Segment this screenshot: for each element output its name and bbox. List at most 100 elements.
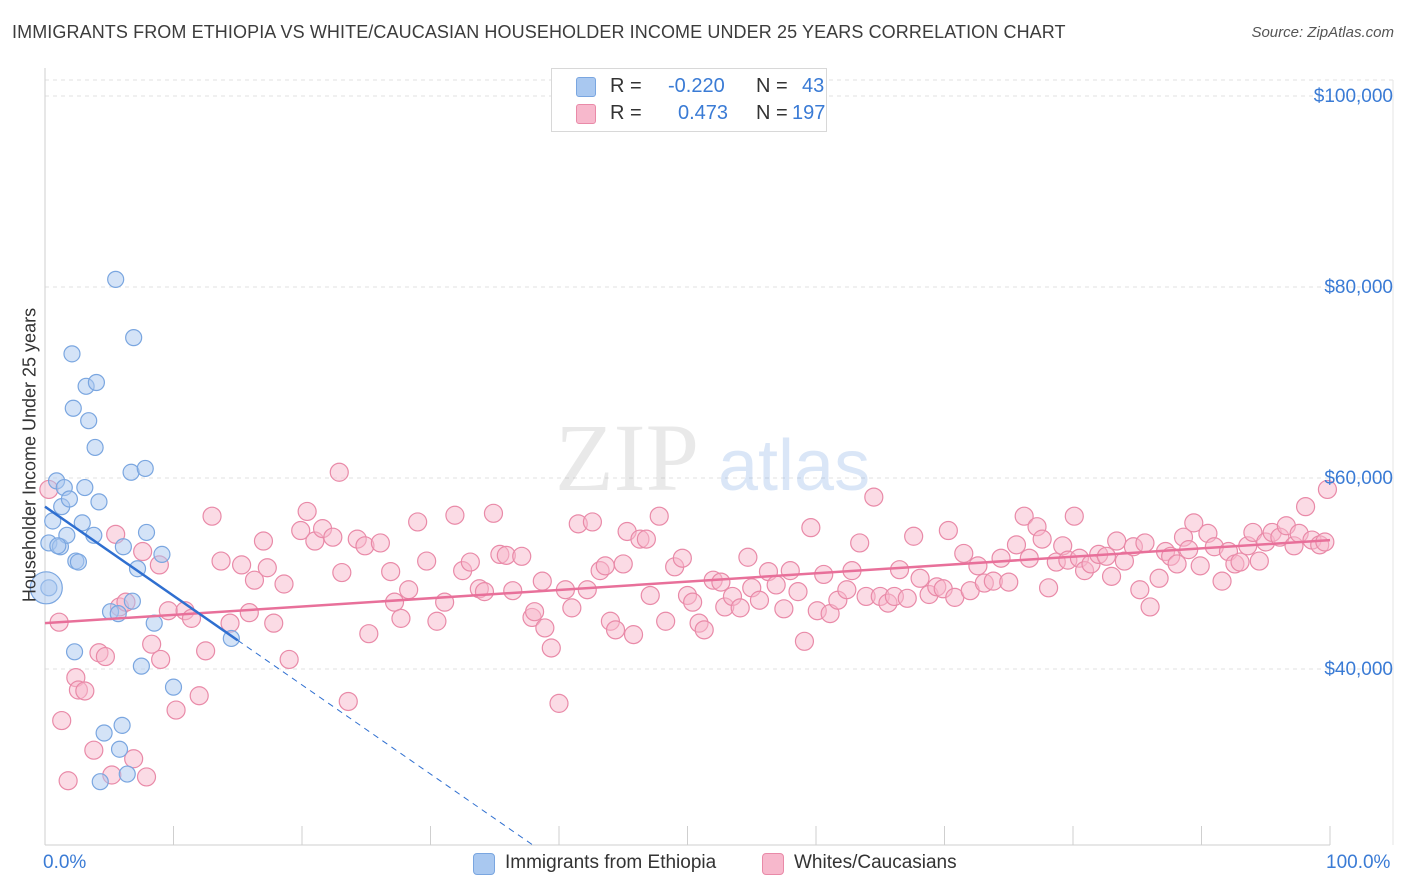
- data-point: [110, 740, 129, 758]
- data-point: [1243, 522, 1263, 543]
- data-point: [1114, 551, 1135, 571]
- data-point: [999, 572, 1019, 592]
- data-point: [142, 634, 162, 654]
- data-point: [1184, 513, 1204, 533]
- data-point: [1249, 551, 1269, 571]
- y-axis-title: Householder Income Under 25 years: [19, 307, 40, 603]
- data-point: [535, 618, 555, 638]
- data-point: [938, 520, 958, 541]
- data-point: [60, 490, 79, 508]
- legend-n-label: N =: [756, 75, 788, 97]
- data-point: [239, 603, 259, 623]
- data-point: [605, 620, 626, 640]
- data-point: [512, 546, 532, 566]
- data-point: [95, 724, 113, 742]
- data-point: [122, 463, 140, 481]
- data-point: [864, 487, 884, 507]
- legend-r-value: 0.473: [678, 102, 729, 124]
- data-point: [1190, 556, 1210, 576]
- series-whites-points: [39, 462, 1338, 791]
- data-point: [417, 551, 437, 571]
- data-point: [788, 582, 808, 602]
- data-point: [86, 438, 104, 457]
- data-point: [84, 740, 104, 760]
- data-point: [837, 580, 857, 600]
- trend-line-ethiopia: [44, 505, 239, 642]
- data-point: [399, 580, 419, 600]
- legend-r-label: R =: [610, 75, 642, 97]
- data-point: [711, 572, 731, 592]
- data-point: [483, 503, 504, 523]
- trend-lines: [44, 505, 1331, 846]
- legend-label-whites: Whites/Caucasians: [794, 852, 957, 873]
- data-point: [636, 529, 656, 549]
- data-point: [297, 501, 317, 522]
- data-point: [749, 590, 770, 610]
- data-point: [202, 506, 222, 526]
- data-point: [649, 506, 669, 526]
- data-point: [107, 270, 125, 288]
- data-point: [291, 520, 311, 541]
- legend-swatch-whites: [576, 104, 596, 124]
- data-point-large: [29, 571, 63, 605]
- data-point: [623, 625, 644, 645]
- legend-n-value: 43: [802, 75, 825, 97]
- data-point: [549, 693, 569, 713]
- data-point: [562, 598, 582, 618]
- legend-r-value: -0.220: [668, 75, 725, 97]
- data-point: [136, 459, 154, 478]
- data-point: [73, 514, 91, 532]
- data-point: [211, 551, 231, 571]
- data-point: [503, 581, 523, 601]
- data-point: [582, 512, 603, 532]
- data-point: [730, 598, 750, 618]
- data-point: [124, 749, 144, 769]
- data-point: [196, 641, 216, 661]
- data-point: [640, 585, 660, 606]
- data-point: [189, 686, 209, 706]
- data-point: [114, 538, 132, 556]
- x-tick-100: 100.0%: [1326, 852, 1391, 873]
- watermark-zip: ZIP: [555, 404, 699, 511]
- data-point: [889, 560, 910, 580]
- data-point: [1064, 506, 1084, 526]
- data-point: [766, 575, 786, 595]
- data-point: [166, 700, 186, 720]
- data-point: [850, 533, 870, 553]
- data-point: [87, 373, 106, 392]
- data-point: [338, 691, 358, 712]
- data-point: [274, 574, 294, 594]
- data-point: [968, 556, 988, 576]
- data-point: [954, 543, 974, 564]
- data-point: [137, 523, 156, 542]
- watermark: ZIP atlas: [555, 404, 870, 511]
- data-point: [76, 478, 94, 497]
- data-point: [332, 562, 352, 583]
- data-point: [65, 643, 84, 661]
- data-point: [897, 588, 917, 608]
- data-point: [904, 526, 924, 546]
- legend-n-label: N =: [756, 102, 788, 124]
- data-point: [132, 657, 150, 675]
- data-point: [1014, 506, 1034, 526]
- data-point: [323, 527, 343, 547]
- data-point: [391, 608, 411, 628]
- data-point: [123, 592, 141, 610]
- data-point: [232, 555, 252, 575]
- legend-label-ethiopia: Immigrants from Ethiopia: [505, 852, 717, 873]
- data-point: [244, 570, 265, 590]
- data-point: [359, 624, 379, 644]
- legend-r-label: R =: [610, 102, 642, 124]
- data-point: [381, 561, 401, 582]
- chart-title: IMMIGRANTS FROM ETHIOPIA VS WHITE/CAUCAS…: [12, 22, 1066, 42]
- data-point: [158, 601, 178, 621]
- legend-swatch-ethiopia: [576, 77, 596, 97]
- legend-swatch-whites: [762, 853, 784, 875]
- data-point: [64, 399, 82, 417]
- data-point: [52, 710, 72, 731]
- data-point: [153, 545, 171, 564]
- data-point: [91, 773, 109, 791]
- data-point: [694, 620, 714, 640]
- data-point: [151, 649, 171, 670]
- data-point: [532, 571, 552, 591]
